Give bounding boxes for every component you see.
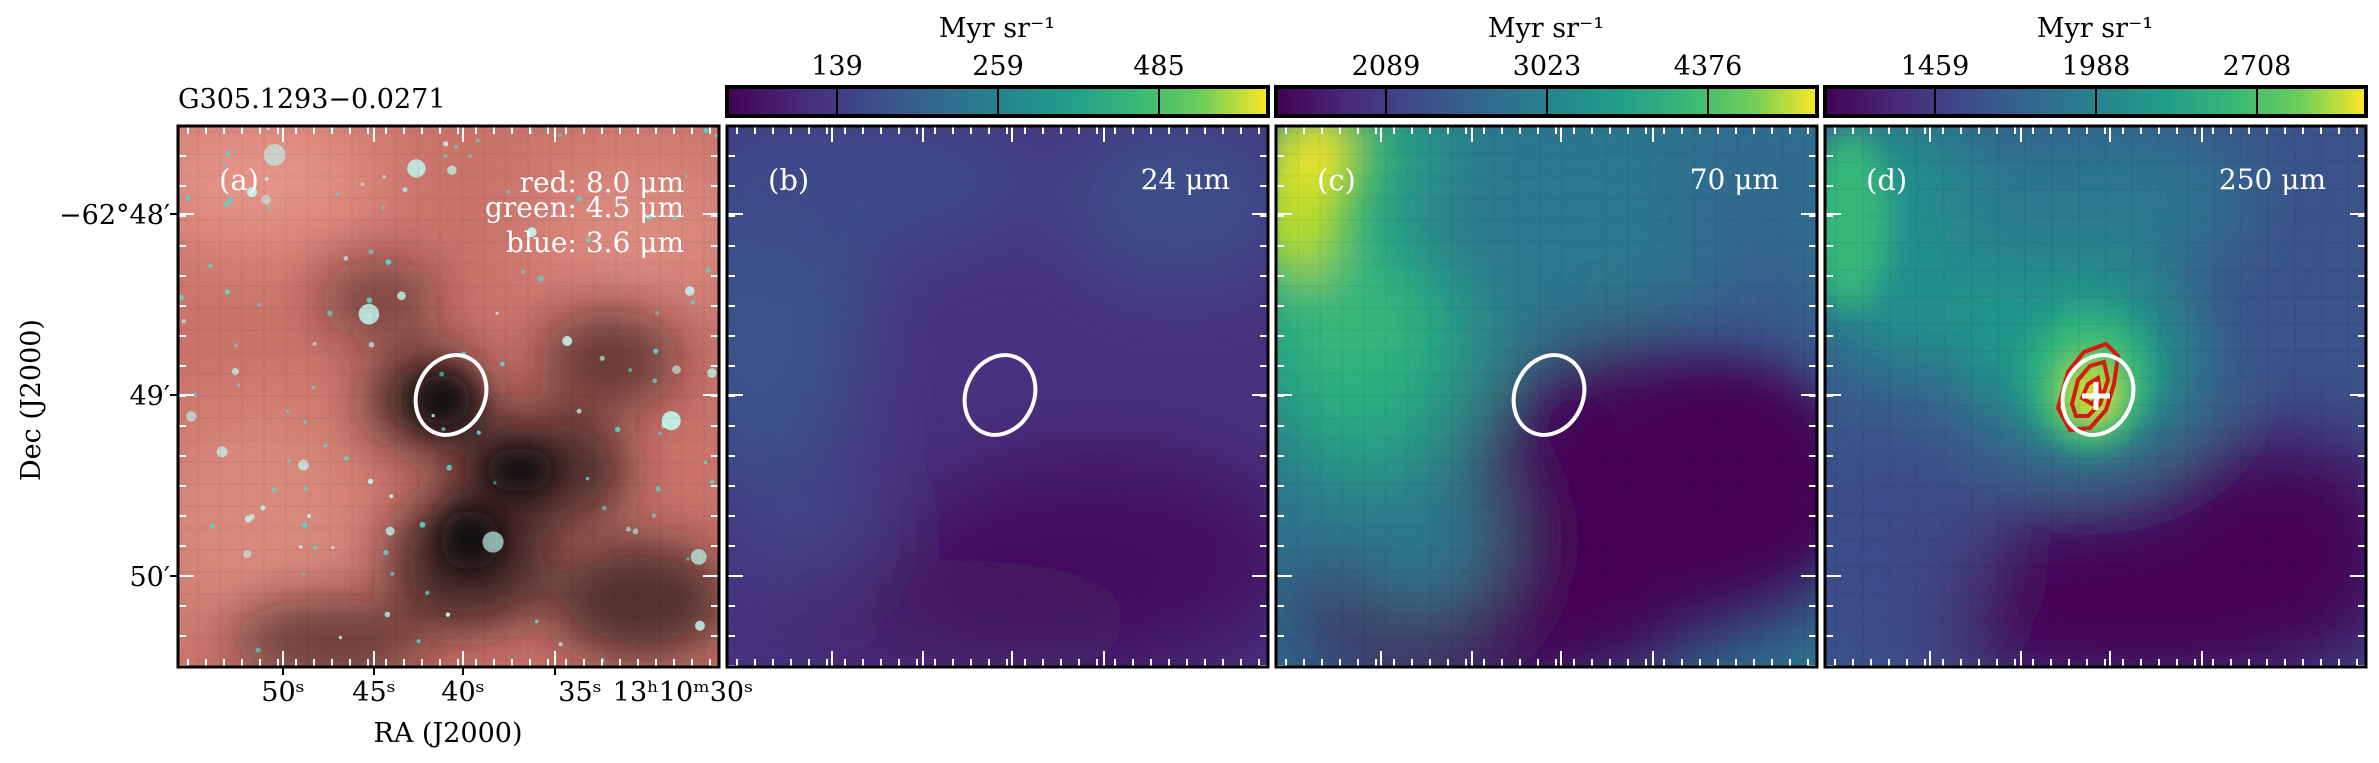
panel-frame [725,124,1270,669]
dec-axis-label: Dec (J2000) [16,319,47,481]
panel-label-c: (c) [1317,163,1356,197]
panel-frame [176,124,721,669]
contour-inner [2079,374,2103,407]
colorbar-c-tick-1: 2089 [1352,51,1421,82]
dec-tick-2: 49′ [130,381,171,412]
colorbar-b: Myr sr⁻¹ 139 259 485 [725,13,1270,118]
panel-label-b: (b) [768,163,809,197]
source-ellipse-d [2060,353,2136,437]
wavelength-b: 24 μm [1141,163,1230,196]
colorbar-unit-c: Myr sr⁻¹ [1488,13,1604,44]
panel-frame [1274,124,1819,669]
legend-green: green: 4.5 μm [485,191,684,224]
colorbar-b-tick-1: 139 [811,51,863,82]
wavelength-d: 250 μm [2219,163,2326,196]
source-ellipse-c [1511,353,1587,437]
dec-tick-3: 50′ [130,562,171,593]
dec-tick-1: −62°48′ [59,200,170,231]
ra-tick-5: 13ʰ10ᵐ30ˢ [613,677,753,708]
colorbar-b-tick-3: 485 [1133,51,1185,82]
ra-tick-4: 35ˢ [558,677,601,708]
colorbar-c: Myr sr⁻¹ 2089 3023 4376 [1274,13,1819,118]
colorbar-c-tick-3: 4376 [1674,51,1743,82]
legend-blue: blue: 3.6 μm [506,226,684,259]
ra-axis-label: RA (J2000) [373,718,522,749]
ra-tick-3: 40ˢ [441,677,484,708]
colorbar-d-tick-1: 1459 [1901,51,1970,82]
colorbar-unit-b: Myr sr⁻¹ [939,13,1055,44]
colorbar-d: Myr sr⁻¹ 1459 1988 2708 [1823,13,2368,118]
contour-group [2055,341,2121,433]
panel-a-rgb-image [178,126,719,667]
panel-b-24um-map [727,126,1268,667]
panel-c-70um-map [1276,126,1817,667]
wavelength-c: 70 μm [1690,163,1779,196]
source-ellipse-b [962,353,1038,437]
colorbar-unit-d: Myr sr⁻¹ [2037,13,2153,44]
colorbar-c-tick-2: 3023 [1513,51,1582,82]
ra-tick-1: 50ˢ [261,677,304,708]
panel-label-a: (a) [219,163,259,197]
source-name: G305.1293−0.0271 [178,84,446,115]
source-ellipse-a [413,353,489,437]
peak-cross-marker [2082,382,2110,410]
ra-tick-2: 45ˢ [352,677,395,708]
legend-red: red: 8.0 μm [520,166,684,199]
panel-frame [1823,124,2368,669]
colorbar-d-tick-3: 2708 [2223,51,2292,82]
contour-outer [2055,341,2121,433]
panel-frames [170,124,2368,675]
contour-middle [2069,359,2111,418]
colorbar-d-tick-2: 1988 [2062,51,2131,82]
colorbar-b-tick-2: 259 [972,51,1024,82]
panel-label-d: (d) [1866,163,1907,197]
